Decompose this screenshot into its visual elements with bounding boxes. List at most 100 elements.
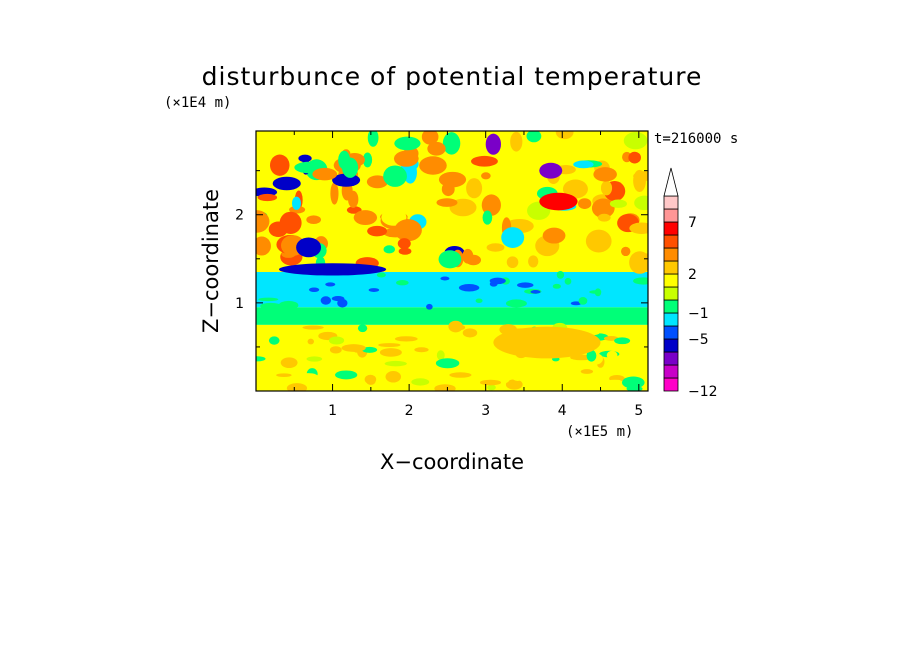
field-cell: [341, 344, 366, 352]
field-cell: [414, 347, 429, 353]
colorbar-label: 2: [688, 267, 697, 283]
field-cell: [605, 379, 625, 384]
field-cell: [438, 171, 467, 188]
field-cell: [628, 151, 641, 164]
field-cell: [357, 324, 368, 333]
field-cell: [278, 300, 299, 310]
field-cell: [499, 371, 511, 384]
field-cell: [570, 301, 582, 306]
colorbar-swatch: [663, 325, 679, 340]
field-feature-3: [493, 326, 601, 359]
colorbar-swatch: [663, 286, 679, 301]
field-cell: [286, 383, 308, 391]
y-tick-label: 2: [235, 208, 244, 224]
field-cell: [260, 302, 282, 310]
field-cell: [348, 190, 359, 208]
colorbar-swatch: [663, 364, 679, 379]
field-cell: [476, 334, 498, 347]
field-cell: [435, 358, 460, 369]
field-cell: [256, 236, 271, 256]
colorbar-swatch: [663, 312, 679, 327]
field-cell: [393, 150, 419, 167]
field-cell: [462, 248, 474, 264]
colorbar-swatch: [663, 208, 679, 223]
field-cell: [328, 336, 345, 345]
field-cell: [276, 373, 292, 377]
colorbar-label: 7: [688, 215, 697, 231]
field-cell: [384, 360, 407, 367]
field-cell: [517, 282, 534, 288]
field-cell: [272, 176, 301, 191]
field-cell: [633, 277, 648, 285]
field-cell: [312, 167, 338, 181]
field-cell: [633, 169, 646, 192]
field-cell: [573, 160, 594, 169]
field-cell: [330, 182, 339, 205]
field-cell: [552, 283, 561, 289]
field-cell: [258, 297, 279, 302]
colorbar: −12−5−127: [663, 167, 718, 400]
field-cell: [394, 336, 418, 342]
colorbar-swatch: [663, 195, 679, 210]
field-cell: [269, 154, 290, 176]
field-cell: [421, 131, 439, 145]
field-cell: [487, 384, 496, 391]
y-axis-ticks: 12: [235, 170, 648, 348]
field-cell: [436, 350, 445, 361]
field-cell: [353, 210, 378, 226]
field-cell: [427, 141, 446, 156]
colorbar-swatch: [663, 234, 679, 249]
field-cell: [268, 221, 288, 237]
field-cell: [459, 351, 474, 358]
colorbar-extend-max: [663, 167, 679, 197]
field-cell: [486, 243, 505, 252]
field-cell: [458, 284, 480, 292]
field-cell: [367, 225, 388, 237]
field-cell: [396, 280, 409, 286]
field-cell: [378, 343, 401, 348]
field-cell: [296, 237, 322, 258]
field-cell: [394, 219, 422, 242]
field-cell: [426, 303, 433, 310]
colorbar-swatch: [663, 273, 679, 288]
field-cell: [325, 282, 336, 287]
colorbar-label: −5: [688, 332, 709, 348]
field-cell: [398, 247, 412, 255]
field-cell: [586, 349, 597, 362]
field-cell: [501, 227, 525, 248]
field-cell: [578, 297, 588, 305]
field-cell: [397, 238, 411, 249]
field-cell: [482, 210, 493, 225]
field-cell: [475, 298, 483, 304]
x-axis-ticks: 1 2 3 4 5: [293, 131, 643, 419]
field-cell: [306, 215, 322, 225]
x-tick-label: 2: [405, 403, 414, 419]
field-cell: [434, 384, 456, 391]
field-cell: [438, 250, 462, 269]
field-cell: [411, 378, 430, 386]
field-cell: [298, 154, 312, 163]
field-cell: [457, 325, 466, 330]
y-unit-label: (×1E4 m): [164, 95, 231, 111]
field-cell: [419, 156, 447, 175]
field-cell: [362, 152, 373, 168]
field-cell: [511, 367, 533, 377]
plot-frame: [255, 130, 649, 392]
field-cell: [556, 270, 565, 279]
field-cell: [440, 276, 450, 281]
field-cell: [362, 346, 378, 353]
field-cell: [580, 369, 594, 374]
field-cell: [481, 172, 491, 180]
x-tick-label: 4: [558, 403, 567, 419]
colorbar-swatch: [663, 351, 679, 366]
field-cell: [379, 348, 402, 357]
field-cell: [589, 290, 602, 294]
field-cell: [606, 350, 618, 360]
field-texture: [256, 131, 648, 391]
field-cell: [307, 338, 315, 345]
colorbar-swatch: [663, 377, 679, 392]
field-cell: [394, 136, 421, 151]
field-cell: [280, 357, 298, 369]
field-cell: [614, 337, 631, 345]
field-cell: [291, 196, 302, 210]
